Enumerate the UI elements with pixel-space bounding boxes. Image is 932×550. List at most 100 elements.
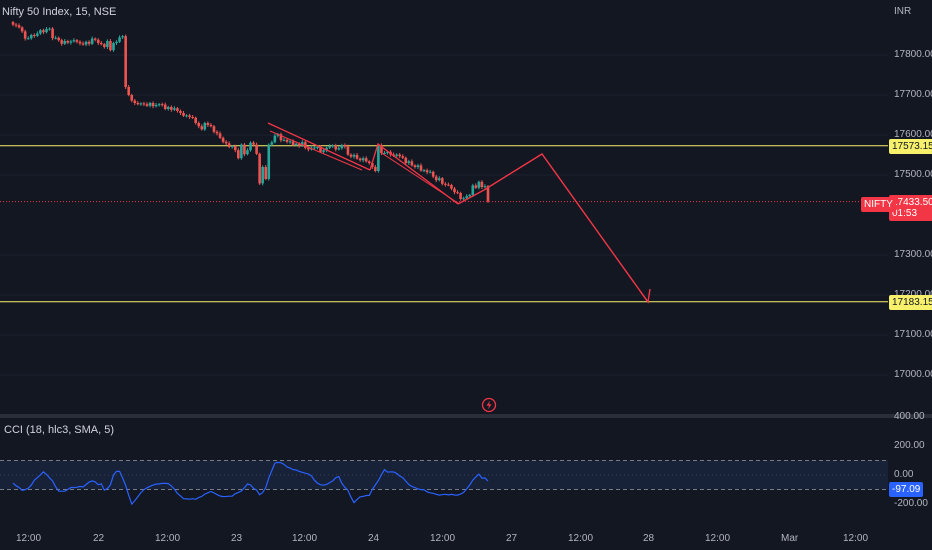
time-tick-label: 12:00 — [430, 533, 456, 544]
pane-divider[interactable] — [0, 414, 932, 418]
candle — [93, 38, 97, 40]
bar-countdown: 01:53 — [892, 207, 918, 219]
cci-tick-label: -200.00 — [894, 498, 928, 509]
time-axis[interactable]: 12:00 22 12:00 23 12:00 24 12:00 27 12:00 28 12:00… — [0, 528, 932, 550]
candle — [112, 43, 115, 51]
pattern-lower-line[interactable] — [379, 151, 459, 204]
candle — [431, 171, 435, 177]
time-tick-label: 27 — [506, 533, 518, 544]
candle — [450, 185, 453, 189]
candle — [26, 38, 30, 40]
candle — [48, 28, 51, 30]
candle — [72, 40, 76, 42]
time-tick-label: 12:00 — [843, 533, 869, 544]
candle — [367, 161, 371, 163]
time-tick-label: 12:00 — [705, 533, 731, 544]
candle — [334, 145, 338, 150]
candle — [428, 171, 432, 173]
candle — [130, 95, 134, 101]
candle — [221, 137, 225, 142]
candle — [179, 111, 182, 113]
time-tick-label: 22 — [93, 533, 105, 544]
candle — [477, 181, 481, 188]
time-tick-label: 12:00 — [292, 533, 318, 544]
symbol-price-tag: NIFTY — [861, 197, 896, 212]
candle — [246, 150, 249, 155]
price-tick-label: 17000.00 — [894, 369, 932, 380]
time-tick-label: 23 — [231, 533, 243, 544]
candle — [194, 117, 197, 123]
wedge-upper-trendline[interactable] — [267, 122, 371, 171]
pattern-leg-line[interactable] — [369, 142, 459, 205]
candle — [163, 104, 167, 109]
candle — [54, 37, 57, 39]
candle — [294, 143, 298, 145]
candle — [14, 24, 18, 26]
candle — [322, 150, 325, 152]
candle — [380, 145, 383, 153]
cci-indicator-pane[interactable] — [0, 418, 888, 528]
candle — [441, 178, 444, 184]
candle — [182, 113, 185, 116]
candle — [297, 143, 301, 146]
candle — [453, 188, 456, 193]
candle — [118, 37, 121, 42]
time-tick-label: 24 — [368, 533, 380, 544]
wedge-lower-trendline[interactable] — [269, 130, 363, 171]
symbol-title[interactable]: Nifty 50 Index, 15, NSE — [2, 6, 117, 18]
candle — [447, 184, 450, 186]
price-axis[interactable]: 17800.00 17700.00 17600.00 17500.00 17300.00… — [888, 0, 932, 528]
candle — [127, 87, 131, 95]
cci-chart-canvas[interactable] — [0, 418, 888, 528]
candle — [121, 36, 124, 38]
candle — [142, 103, 146, 105]
lightning-bolt-icon[interactable] — [481, 397, 497, 413]
price-chart-canvas[interactable] — [0, 0, 888, 414]
projection-arrowhead[interactable] — [639, 288, 651, 304]
candle — [401, 156, 405, 158]
price-chart-pane[interactable] — [0, 0, 888, 414]
candle — [419, 165, 423, 171]
candle — [57, 37, 60, 41]
candle — [291, 141, 295, 145]
candle — [425, 170, 429, 173]
currency-label[interactable]: INR — [894, 6, 912, 17]
candle — [75, 40, 79, 42]
candle — [313, 147, 316, 149]
candle — [100, 43, 103, 45]
candle — [282, 139, 286, 141]
candle — [316, 147, 319, 148]
last-price-tag: 17433.50 01:53 — [889, 194, 932, 221]
cci-indicator-title[interactable]: CCI (18, hlc3, SMA, 5) — [4, 424, 115, 436]
cci-value-tag: -97.09 — [889, 482, 924, 498]
candle — [151, 103, 155, 107]
price-tick-label: 17800.00 — [894, 49, 932, 60]
candle — [374, 167, 377, 171]
candle — [29, 35, 33, 39]
candle — [237, 150, 240, 159]
candle — [170, 107, 173, 110]
candle — [471, 185, 475, 195]
candle — [191, 117, 194, 118]
time-tick-label: 12:00 — [16, 533, 42, 544]
price-tick-label: 17600.00 — [894, 129, 932, 140]
candle — [243, 144, 246, 155]
lower-level-tag: 17183.15 — [889, 294, 932, 310]
candle — [273, 135, 277, 143]
candle — [36, 33, 39, 36]
candle — [33, 35, 36, 36]
candle — [20, 27, 24, 32]
projection-path[interactable] — [457, 153, 649, 303]
time-tick-label: 12:00 — [155, 533, 181, 544]
candle — [252, 142, 255, 145]
candle — [364, 158, 368, 162]
candle — [124, 36, 127, 87]
candle — [319, 147, 322, 152]
candle — [340, 145, 344, 149]
candle — [456, 192, 459, 194]
candle — [215, 131, 219, 134]
candle — [462, 198, 465, 200]
candle — [465, 196, 468, 199]
candle — [78, 41, 82, 44]
time-tick-label: Mar — [781, 533, 799, 544]
